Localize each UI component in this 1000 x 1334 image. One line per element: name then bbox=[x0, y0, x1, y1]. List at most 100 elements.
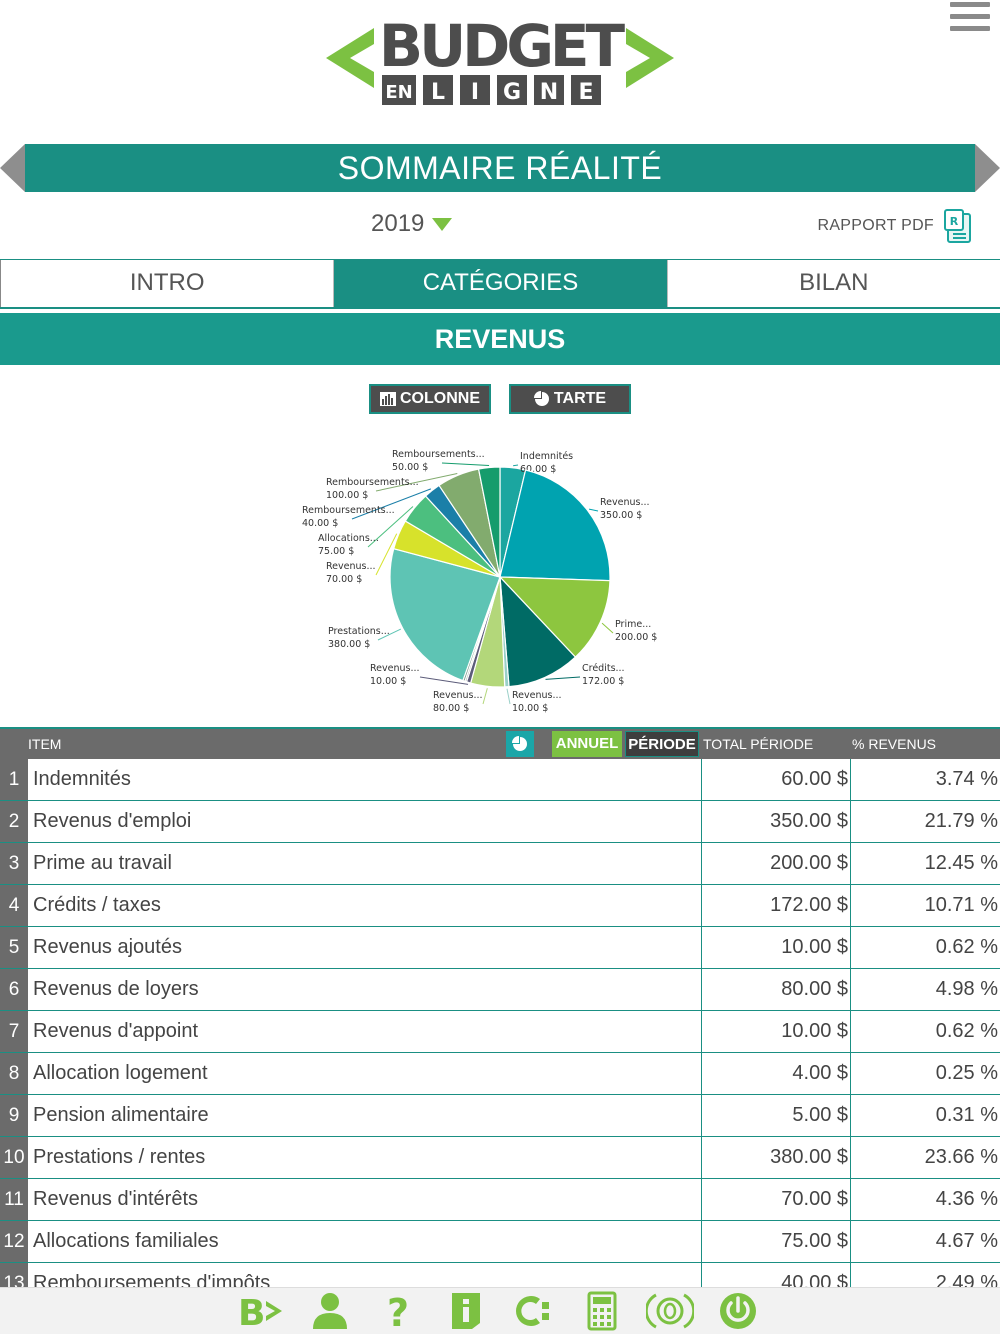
help-icon[interactable]: ? bbox=[374, 1289, 422, 1333]
row-item-name: Remboursements d'impôts bbox=[33, 1272, 271, 1287]
pie-slice-value: 80.00 $ bbox=[433, 703, 469, 714]
row-percent-revenue: 0.31 % bbox=[935, 1104, 998, 1126]
pie-slice-value: 172.00 $ bbox=[582, 676, 624, 687]
pie-slice-label: Allocations... bbox=[318, 533, 379, 544]
row-total-period: 40.00 $ bbox=[701, 1263, 851, 1287]
pie-slice-value: 380.00 $ bbox=[328, 639, 370, 650]
pie-toggle-button[interactable] bbox=[506, 731, 534, 757]
pie-slice-value: 70.00 $ bbox=[326, 574, 362, 585]
hamburger-menu-icon[interactable] bbox=[950, 2, 990, 32]
pie-slice[interactable] bbox=[389, 547, 501, 682]
pie-leader-line bbox=[377, 628, 402, 641]
pie-leader-line bbox=[513, 464, 519, 467]
calculator-icon[interactable] bbox=[578, 1289, 626, 1333]
pie-slice-label: Remboursements... bbox=[392, 449, 485, 460]
row-item-name: Prestations / rentes bbox=[33, 1146, 206, 1168]
row-number: 6 bbox=[0, 969, 28, 1010]
table-row[interactable]: 8 Allocation logement 4.00 $ 0.25 % bbox=[0, 1053, 1000, 1095]
row-number: 3 bbox=[0, 843, 28, 884]
table-row[interactable]: 7 Revenus d'appoint 10.00 $ 0.62 % bbox=[0, 1011, 1000, 1053]
table-row[interactable]: 9 Pension alimentaire 5.00 $ 0.31 % bbox=[0, 1095, 1000, 1137]
table-row[interactable]: 13 Remboursements d'impôts 40.00 $ 2.49 % bbox=[0, 1263, 1000, 1287]
pie-slice[interactable] bbox=[499, 575, 577, 688]
row-item-name: Allocation logement bbox=[33, 1062, 208, 1084]
table-row[interactable]: 12 Allocations familiales 75.00 $ 4.67 % bbox=[0, 1221, 1000, 1263]
pie-chart-icon bbox=[512, 736, 527, 751]
row-number: 12 bbox=[0, 1221, 28, 1262]
row-percent-revenue: 2.49 % bbox=[935, 1272, 998, 1287]
row-total-period: 172.00 $ bbox=[701, 885, 851, 926]
table-row[interactable]: 11 Revenus d'intérêts 70.00 $ 4.36 % bbox=[0, 1179, 1000, 1221]
table-row[interactable]: 3 Prime au travail 200.00 $ 12.45 % bbox=[0, 843, 1000, 885]
table-row[interactable]: 10 Prestations / rentes 380.00 $ 23.66 % bbox=[0, 1137, 1000, 1179]
pie-slice-value: 50.00 $ bbox=[392, 462, 428, 473]
row-item-name: Prime au travail bbox=[33, 852, 172, 874]
user-icon[interactable] bbox=[306, 1289, 354, 1333]
pie-leader-line bbox=[601, 622, 614, 634]
pie-slice-value: 200.00 $ bbox=[615, 632, 657, 643]
pie-leader-line bbox=[482, 688, 488, 705]
previous-arrow-icon[interactable] bbox=[0, 144, 25, 192]
row-percent-revenue: 21.79 % bbox=[924, 810, 998, 832]
row-item-name: Indemnités bbox=[33, 768, 131, 790]
tab-bilan[interactable]: BILAN bbox=[666, 260, 1000, 307]
tab-intro[interactable]: INTRO bbox=[0, 260, 334, 307]
logo-word-en-ligne: EN L I G N E bbox=[382, 75, 601, 105]
pie-leader-line bbox=[375, 472, 458, 492]
row-number: 9 bbox=[0, 1095, 28, 1136]
row-total-period: 80.00 $ bbox=[701, 969, 851, 1010]
pie-slice-label: Revenus... bbox=[512, 690, 562, 701]
svg-text:I: I bbox=[471, 80, 479, 105]
row-number: 4 bbox=[0, 885, 28, 926]
tab-categories[interactable]: CATÉGORIES bbox=[333, 260, 667, 307]
row-number: 13 bbox=[0, 1263, 28, 1287]
row-total-period: 350.00 $ bbox=[701, 801, 851, 842]
pie-slice-value: 60.00 $ bbox=[520, 464, 556, 475]
b-logo-icon[interactable]: B bbox=[238, 1289, 286, 1333]
power-icon[interactable] bbox=[714, 1289, 762, 1333]
pie-slice-label: Remboursements... bbox=[326, 477, 419, 488]
row-item-name: Revenus de loyers bbox=[33, 978, 199, 1000]
row-item-name: Revenus d'appoint bbox=[33, 1020, 199, 1042]
column-chart-button[interactable]: COLONNE bbox=[369, 384, 491, 414]
table-row[interactable]: 1 Indemnités 60.00 $ 3.74 % bbox=[0, 759, 1000, 801]
pie-slice[interactable] bbox=[498, 576, 611, 658]
table-row[interactable]: 4 Crédits / taxes 172.00 $ 10.71 % bbox=[0, 885, 1000, 927]
svg-text:R: R bbox=[950, 215, 959, 228]
pdf-report-button[interactable]: RAPPORT PDF R bbox=[817, 208, 974, 244]
zero-icon[interactable] bbox=[646, 1289, 694, 1333]
row-percent-revenue: 23.66 % bbox=[924, 1146, 998, 1168]
pie-slice[interactable] bbox=[499, 469, 611, 582]
row-item-name: Allocations familiales bbox=[33, 1230, 219, 1252]
bar-chart-icon bbox=[380, 392, 396, 406]
pdf-document-icon: R bbox=[944, 209, 971, 243]
table-row[interactable]: 2 Revenus d'emploi 350.00 $ 21.79 % bbox=[0, 801, 1000, 843]
row-number: 1 bbox=[0, 759, 28, 800]
column-chart-label: COLONNE bbox=[400, 390, 480, 407]
year-selector[interactable]: 2019 bbox=[371, 210, 453, 238]
logo-word-budget: BUDGET bbox=[379, 12, 626, 80]
pie-slice-value: 10.00 $ bbox=[512, 703, 548, 714]
pdf-report-label: RAPPORT PDF bbox=[817, 217, 934, 234]
pie-leader-line bbox=[506, 688, 511, 705]
revenue-table-body: 1 Indemnités 60.00 $ 3.74 % 2 Revenus d'emplo… bbox=[0, 759, 1000, 1287]
period-toggle-button[interactable]: PÉRIODE bbox=[625, 731, 699, 757]
info-icon[interactable] bbox=[442, 1289, 490, 1333]
table-row[interactable]: 6 Revenus de loyers 80.00 $ 4.98 % bbox=[0, 969, 1000, 1011]
pie-slice-value: 10.00 $ bbox=[370, 676, 406, 687]
pie-slice-value: 350.00 $ bbox=[600, 510, 642, 521]
pie-slice-label: Revenus... bbox=[370, 663, 420, 674]
annual-toggle-button[interactable]: ANNUEL bbox=[552, 731, 622, 757]
pie-slice[interactable] bbox=[477, 466, 501, 578]
row-total-period: 4.00 $ bbox=[701, 1053, 851, 1094]
row-total-period: 60.00 $ bbox=[701, 759, 851, 800]
pie-chart-button[interactable]: TARTE bbox=[509, 384, 631, 414]
next-arrow-icon[interactable] bbox=[975, 144, 1000, 192]
main-tabs: INTRO CATÉGORIES BILAN bbox=[0, 259, 1000, 309]
section-title: REVENUS bbox=[0, 313, 1000, 365]
table-row[interactable]: 5 Revenus ajoutés 10.00 $ 0.62 % bbox=[0, 927, 1000, 969]
row-percent-revenue: 0.62 % bbox=[935, 936, 998, 958]
row-number: 5 bbox=[0, 927, 28, 968]
row-percent-revenue: 4.98 % bbox=[935, 978, 998, 1000]
categories-icon[interactable] bbox=[510, 1289, 558, 1333]
